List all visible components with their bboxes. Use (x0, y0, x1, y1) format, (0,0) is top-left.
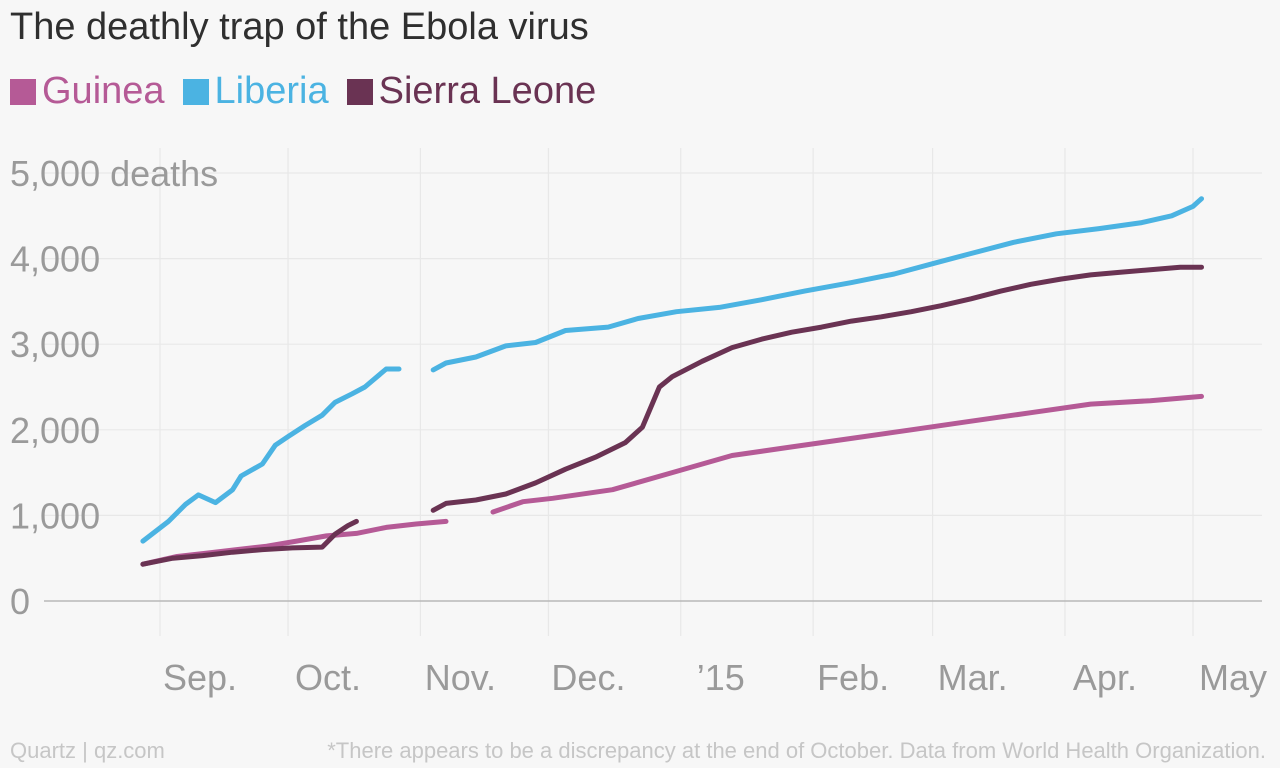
x-tick-label-apr-: Apr. (1073, 657, 1137, 698)
legend-label-liberia: Liberia (214, 70, 329, 112)
legend-label-guinea: Guinea (42, 70, 165, 112)
y-tick-label-5000: 5,000 deaths (10, 153, 218, 194)
y-tick-label-0: 0 (10, 581, 30, 622)
chart-title: The deathly trap of the Ebola virus (10, 6, 589, 48)
legend-swatch-sierra-leone (346, 78, 373, 105)
x-tick-label-may: May (1199, 657, 1267, 698)
y-tick-label-4000: 4,000 (10, 239, 100, 280)
legend-swatch-guinea (10, 78, 36, 105)
x-tick-label-nov-: Nov. (425, 657, 496, 698)
legend-item-sierra-leone: Sierra Leone (346, 70, 597, 113)
chart-legend: Guinea Liberia Sierra Leone (10, 70, 614, 113)
series-line-liberia-segment-1 (140, 366, 402, 544)
source-credit: Quartz | qz.com (10, 738, 165, 763)
x-tick-label-oct-: Oct. (295, 657, 361, 698)
series-line-liberia-segment-2 (430, 196, 1204, 373)
x-tick-label-mar-: Mar. (938, 657, 1008, 698)
series-line-guinea-segment-2 (490, 393, 1204, 515)
y-tick-label-3000: 3,000 (10, 324, 100, 365)
x-tick-label-sep-: Sep. (163, 657, 237, 698)
legend-item-liberia: Liberia (182, 70, 329, 113)
x-tick-label-dec-: Dec. (551, 657, 625, 698)
x-tick-label-jan-15: ’15 (697, 657, 745, 698)
legend-swatch-liberia (182, 78, 209, 105)
x-tick-label-feb-: Feb. (817, 657, 889, 698)
y-tick-label-1000: 1,000 (10, 495, 100, 536)
series-line-sierra-leone-segment-2 (430, 264, 1204, 513)
legend-label-sierra-leone: Sierra Leone (378, 70, 597, 112)
footnote: *There appears to be a discrepancy at th… (327, 738, 1266, 763)
series-line-sierra-leone-segment-1 (140, 518, 359, 567)
y-tick-label-2000: 2,000 (10, 410, 100, 451)
legend-item-guinea: Guinea (10, 70, 165, 113)
